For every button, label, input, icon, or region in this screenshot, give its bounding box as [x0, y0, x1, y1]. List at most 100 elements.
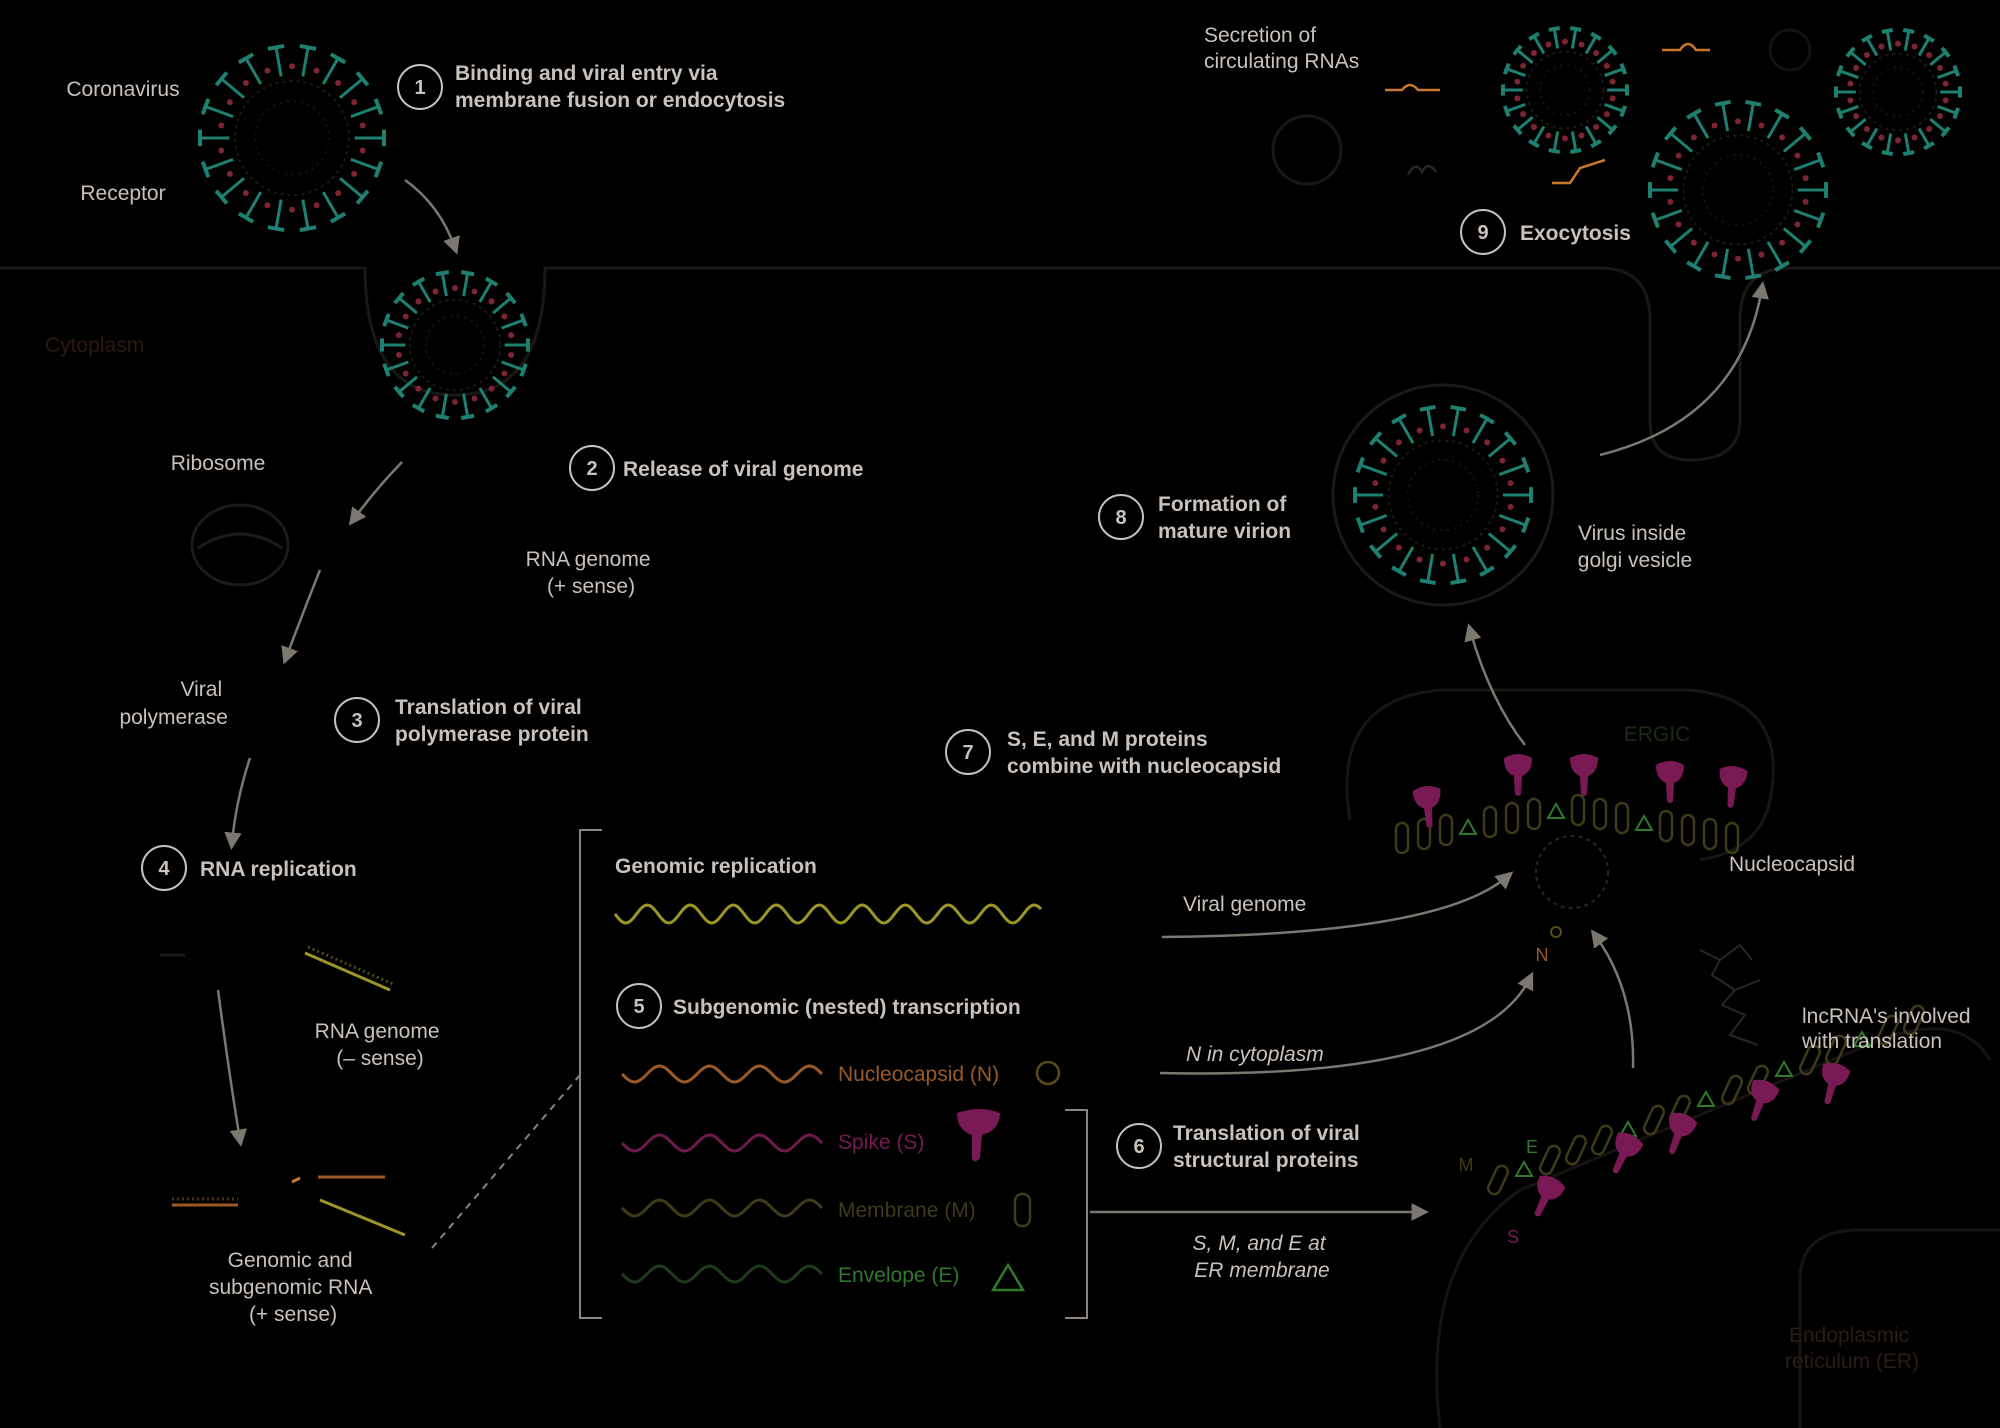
- step-1-number: 1: [414, 77, 425, 99]
- membrane-icon: [1013, 1192, 1032, 1228]
- label-sme-at-er: S, M, and E at ER membrane: [1193, 1232, 1332, 1282]
- label-nucleocapsid: Nucleocapsid: [1729, 853, 1855, 876]
- step-4-title: RNA replication: [200, 858, 357, 881]
- arrow-er-up: [1590, 929, 1635, 1069]
- step-3-title: Translation of viral polymerase protein: [395, 696, 589, 746]
- ribosome-icon: [190, 503, 290, 587]
- step-6: 6 Translation of viral structural proteins: [1116, 1122, 1360, 1172]
- transcription-bracket-left: [579, 829, 602, 1319]
- label-cytoplasm: Cytoplasm: [45, 334, 144, 357]
- step-6-number: 6: [1133, 1136, 1144, 1158]
- nucleocapsid-particle: [1535, 835, 1609, 938]
- step-9-badge: [1460, 209, 1506, 255]
- virus-secreted-1: [1501, 26, 1629, 154]
- virus-endocytosed: [380, 269, 530, 421]
- label-letter-n: N: [1536, 945, 1549, 965]
- secreted-exosome: [1271, 114, 1343, 186]
- membrane-proteins: [1394, 754, 1926, 1217]
- er-outline: [1435, 1027, 1992, 1428]
- step-3-badge: [334, 697, 380, 743]
- step-4-badge: [141, 845, 187, 891]
- process-arrows: [216, 178, 1769, 1221]
- label-viral-polymerase: Viral polymerase: [119, 678, 228, 729]
- step-1-title: Binding and viral entry via membrane fusi…: [455, 62, 785, 112]
- label-virus-inside-golgi: Virus inside golgi vesicle: [1578, 522, 1692, 572]
- arrow-release: [348, 461, 403, 526]
- arrow-n-cytoplasm: [1159, 971, 1534, 1075]
- arrow-entry: [404, 178, 460, 255]
- label-coronavirus: Coronavirus: [66, 78, 179, 101]
- arrow-replication: [224, 757, 252, 850]
- step-6-title: Translation of viral structural proteins: [1173, 1122, 1360, 1172]
- step-3: 3 Translation of viral polymerase protein: [334, 696, 589, 746]
- legend-spike-label: Spike (S): [838, 1131, 924, 1154]
- step-7: 7 S, E, and M proteins combine with nucleo…: [945, 728, 1281, 778]
- step-6-badge: [1116, 1123, 1162, 1169]
- virus-extracellular: [198, 43, 386, 233]
- arrow-rna-minus: [216, 989, 247, 1147]
- nucleocapsid-transcript-wave: [620, 1064, 824, 1084]
- secreted-rnas: [1385, 42, 1710, 185]
- cell-membrane: [0, 266, 2000, 462]
- step-4-number: 4: [158, 858, 170, 880]
- legend-membrane-label: Membrane (M): [838, 1199, 976, 1222]
- label-viral-genome: Viral genome: [1183, 893, 1306, 916]
- step-5-badge: [616, 983, 662, 1029]
- spike-transcript-wave: [620, 1133, 824, 1153]
- label-letter-m: M: [1459, 1155, 1474, 1175]
- envelope-icon: [990, 1262, 1026, 1292]
- genomic-replication-wave: [613, 903, 1043, 925]
- arrow-translation: [281, 569, 322, 665]
- label-rna-genome-plus: RNA genome (+ sense): [526, 548, 657, 598]
- step-4: 4 RNA replication: [141, 845, 357, 891]
- label-secretion: Secretion of circulating RNAs: [1204, 24, 1359, 73]
- step-8-number: 8: [1115, 507, 1126, 529]
- step-1: 1 Binding and viral entry via membrane fus…: [397, 62, 785, 112]
- step-7-title: S, E, and M proteins combine with nucleoc…: [1007, 728, 1281, 778]
- virus-exocytosis: [1648, 99, 1828, 281]
- step-5: 5 Subgenomic (nested) transcription: [616, 983, 1021, 1029]
- step-8-title: Formation of mature virion: [1158, 493, 1291, 543]
- rna-replication-strands: [160, 945, 406, 1237]
- legend-envelope-label: Envelope (E): [838, 1264, 959, 1287]
- nucleocapsid-icon: [1035, 1060, 1061, 1086]
- label-genomic-subgenomic-rna: Genomic and subgenomic RNA (+ sense): [209, 1249, 377, 1326]
- label-letter-e: E: [1526, 1137, 1538, 1157]
- envelope-transcript-wave: [620, 1264, 824, 1284]
- virus-golgi: [1353, 404, 1533, 586]
- step-1-badge: [397, 64, 443, 110]
- membrane-transcript-wave: [620, 1198, 824, 1218]
- label-rna-genome-minus: RNA genome (– sense): [315, 1020, 446, 1070]
- step-8: 8 Formation of mature virion: [1098, 493, 1291, 543]
- label-letter-s: S: [1507, 1227, 1519, 1247]
- arrow-exocytosis: [1599, 281, 1769, 457]
- er-outline-inner: [1798, 1228, 2000, 1428]
- golgi-vesicle: [1331, 383, 1555, 607]
- step-5-number: 5: [633, 996, 644, 1018]
- label-n-in-cytoplasm: N in cytoplasm: [1186, 1043, 1324, 1066]
- step-2-number: 2: [586, 458, 597, 480]
- label-receptor: Receptor: [80, 182, 165, 205]
- label-er: Endoplasmic reticulum (ER): [1785, 1324, 1919, 1373]
- arrow-ergic-up: [1464, 623, 1526, 746]
- step-3-number: 3: [351, 710, 362, 732]
- step-9: 9 Exocytosis: [1460, 209, 1631, 255]
- virus-secreted-2: [1834, 28, 1962, 156]
- label-ribosome: Ribosome: [171, 452, 266, 475]
- label-lncrna: lncRNA's involved with translation: [1801, 1005, 1976, 1053]
- structural-bracket-right: [1065, 1109, 1088, 1319]
- step-2: 2 Release of viral genome: [569, 445, 863, 491]
- virus-particles: [198, 26, 1962, 586]
- zoom-dashed-line: [431, 1074, 581, 1249]
- label-ergic: ERGIC: [1624, 723, 1691, 746]
- step-5-title: Subgenomic (nested) transcription: [673, 996, 1021, 1019]
- legend-nucleocapsid-label: Nucleocapsid (N): [838, 1063, 999, 1086]
- step-7-number: 7: [962, 742, 973, 764]
- step-2-title: Release of viral genome: [623, 458, 863, 481]
- ergic-compartment: [1345, 688, 1775, 862]
- spike-icon: [957, 1109, 1000, 1162]
- step-8-badge: [1098, 494, 1144, 540]
- secreted-exosome-2: [1768, 28, 1812, 72]
- step-2-badge: [569, 445, 615, 491]
